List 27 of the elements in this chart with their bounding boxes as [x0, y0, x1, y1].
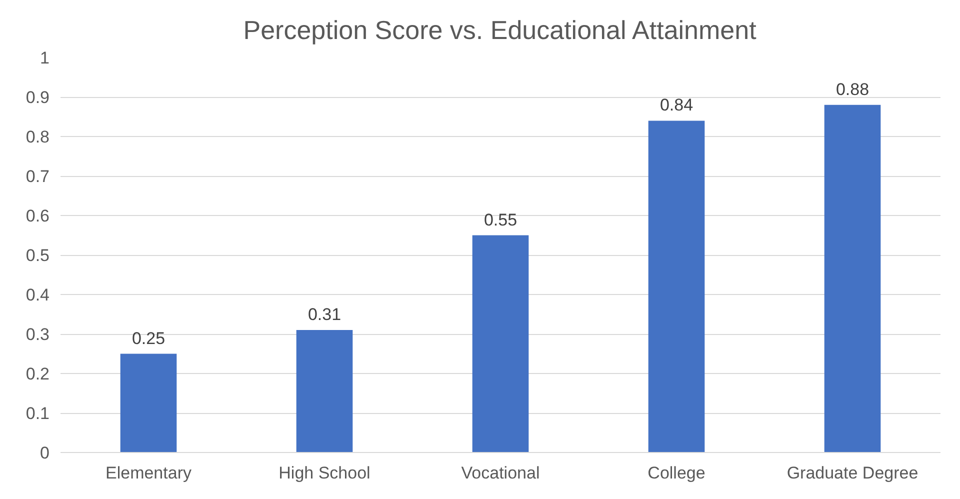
bar	[648, 120, 705, 452]
bar	[824, 104, 881, 452]
data-label: 0.88	[836, 80, 870, 99]
bar	[120, 354, 177, 452]
y-tick-label: 0.5	[26, 246, 50, 265]
bar	[296, 330, 353, 452]
x-tick-label: College	[648, 464, 706, 482]
data-label: 0.31	[308, 305, 342, 324]
chart-title: Perception Score vs. Educational Attainment	[243, 15, 758, 45]
data-label: 0.25	[132, 328, 166, 348]
x-tick-label: Elementary	[106, 464, 192, 482]
y-tick-label: 0.2	[26, 364, 50, 384]
y-tick-label: 0.8	[26, 128, 50, 146]
y-tick-label: 0.4	[26, 286, 50, 304]
x-tick-label: High School	[278, 464, 370, 482]
x-tick-label: Graduate Degree	[786, 464, 918, 482]
x-tick-label: Vocational	[461, 464, 540, 482]
y-tick-label: 0.9	[26, 88, 50, 107]
bar	[472, 235, 529, 452]
y-tick-label: 0.1	[26, 404, 50, 423]
y-tick-label: 0.7	[26, 167, 50, 186]
y-tick-label: 0.6	[26, 206, 50, 226]
y-tick-label: 0.3	[26, 325, 50, 344]
data-label: 0.84	[660, 96, 694, 115]
data-label: 0.55	[484, 210, 518, 230]
y-tick-label: 0	[40, 444, 50, 462]
y-tick-label: 1	[40, 48, 50, 68]
